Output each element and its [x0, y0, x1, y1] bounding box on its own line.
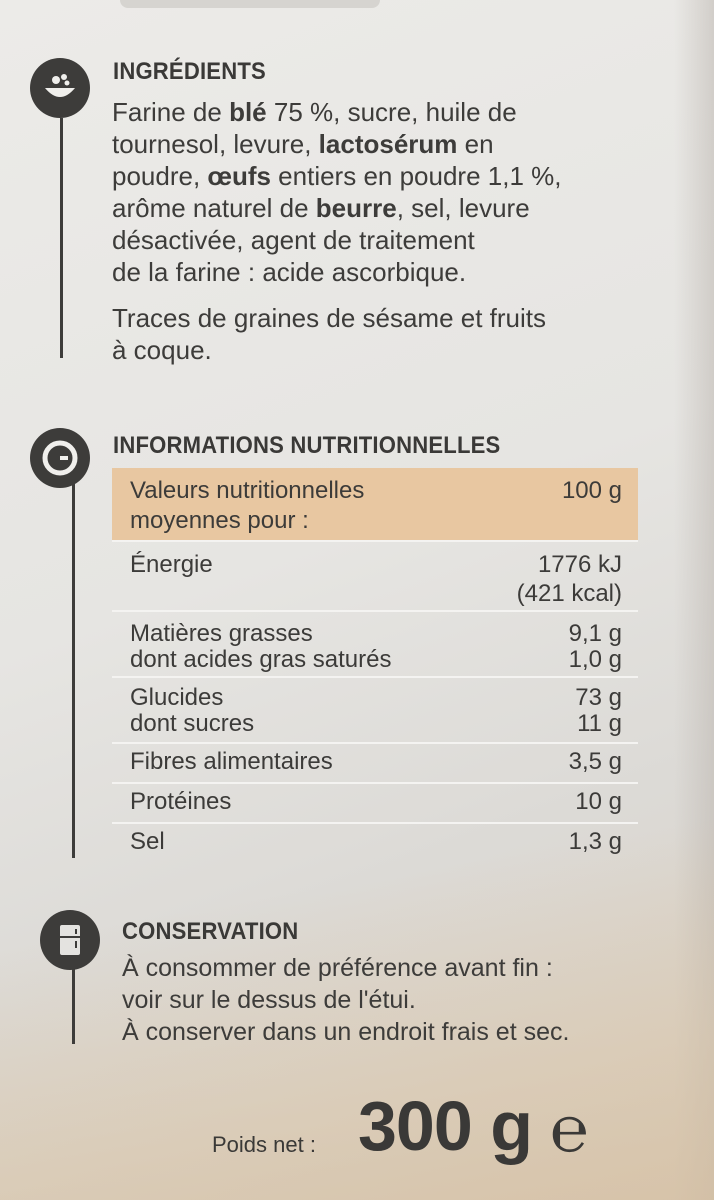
- allergen-text: lactosérum: [318, 129, 458, 159]
- fat-value: 9,1 g: [568, 620, 622, 647]
- ingredients-line: de la farine : acide ascorbique.: [112, 256, 702, 288]
- protein-value: 10 g: [575, 788, 622, 815]
- nutrition-divider: [72, 480, 75, 858]
- conservation-line2: voir sur le dessus de l'étui.: [122, 986, 416, 1014]
- ingredients-heading: INGRÉDIENTS: [113, 58, 266, 85]
- ingredient-text: , sel, levure: [396, 193, 530, 223]
- carbs-row: Glucides 73 g dont sucres 11 g: [112, 676, 638, 742]
- saturated-fat-value: 1,0 g: [568, 646, 622, 673]
- clock-icon: [30, 428, 90, 488]
- ingredients-line: tournesol, levure, lactosérum en: [112, 128, 702, 160]
- ingredient-text: de la farine : acide ascorbique.: [112, 257, 467, 287]
- nutrition-table-header: Valeurs nutritionnelles moyennes pour : …: [112, 468, 638, 540]
- energy-label: Énergie: [130, 551, 213, 578]
- fat-row: Matières grasses 9,1 g dont acides gras …: [112, 610, 638, 676]
- header-value: 100 g: [561, 477, 622, 504]
- salt-value: 1,3 g: [568, 828, 622, 855]
- background-surface: [0, 780, 714, 1200]
- ingredient-text: désactivée, agent de traitement: [112, 225, 475, 255]
- fat-label: Matières grasses: [130, 620, 313, 647]
- saturated-fat-label: dont acides gras saturés: [130, 646, 392, 673]
- cut-off-top-text: [120, 0, 380, 8]
- sugars-label: dont sucres: [130, 710, 255, 737]
- energy-kcal: (421 kcal): [516, 580, 622, 607]
- salt-label: Sel: [130, 828, 165, 855]
- nutrition-table: Valeurs nutritionnelles moyennes pour : …: [112, 468, 638, 862]
- ingredients-line: Farine de blé 75 %, sucre, huile de: [112, 96, 702, 128]
- conservation-heading: CONSERVATION: [122, 918, 299, 945]
- carbs-label: Glucides: [130, 684, 224, 711]
- ingredients-line: désactivée, agent de traitement: [112, 224, 702, 256]
- protein-row: Protéines 10 g: [112, 782, 638, 822]
- energy-row: Énergie 1776 kJ (421 kcal): [112, 540, 638, 610]
- conservation-divider: [72, 968, 75, 1044]
- traces-line: Traces de graines de sésame et fruits: [112, 303, 547, 333]
- ingredients-divider: [60, 118, 63, 358]
- ingredients-line: arôme naturel de beurre, sel, levure: [112, 192, 702, 224]
- ingredients-text: Farine de blé 75 %, sucre, huile de tourn…: [112, 96, 702, 288]
- header-label-line2: moyennes pour :: [130, 507, 309, 534]
- ingredient-text: arôme naturel de: [112, 193, 316, 223]
- ingredients-line: poudre, œufs entiers en poudre 1,1 %,: [112, 160, 702, 192]
- allergen-text: beurre: [315, 193, 397, 223]
- net-weight-label: Poids net :: [212, 1132, 316, 1157]
- allergen-text: blé: [229, 97, 267, 127]
- fibre-row: Fibres alimentaires 3,5 g: [112, 742, 638, 782]
- carbs-value: 73 g: [575, 684, 622, 711]
- protein-label: Protéines: [130, 788, 232, 815]
- allergen-text: œufs: [207, 161, 271, 191]
- bowl-icon: [30, 58, 90, 118]
- fibre-value: 3,5 g: [568, 748, 622, 775]
- salt-row: Sel 1,3 g: [112, 822, 638, 862]
- net-weight-value: 300 g: [358, 1087, 533, 1165]
- fridge-icon: [40, 910, 100, 970]
- energy-kj: 1776 kJ: [537, 551, 622, 578]
- ingredient-text: Farine de: [112, 97, 230, 127]
- ingredient-text: poudre,: [112, 161, 208, 191]
- ingredient-text: en: [457, 129, 494, 159]
- ingredient-text: entiers en poudre 1,1 %,: [270, 161, 562, 191]
- traces-line: à coque.: [112, 335, 212, 365]
- sugars-value: 11 g: [577, 710, 622, 737]
- traces-text: Traces de graines de sésame et fruits à c…: [112, 302, 702, 366]
- fibre-label: Fibres alimentaires: [130, 748, 333, 775]
- conservation-line3: À conserver dans un endroit frais et sec…: [122, 1018, 570, 1046]
- header-label-line1: Valeurs nutritionnelles: [130, 477, 365, 504]
- ingredient-text: 75 %, sucre, huile de: [266, 97, 517, 127]
- conservation-line1: À consommer de préférence avant fin :: [122, 954, 553, 982]
- nutrition-heading: INFORMATIONS NUTRITIONNELLES: [113, 432, 501, 459]
- ingredient-text: tournesol, levure,: [112, 129, 319, 159]
- estimated-sign: ℮: [550, 1093, 589, 1165]
